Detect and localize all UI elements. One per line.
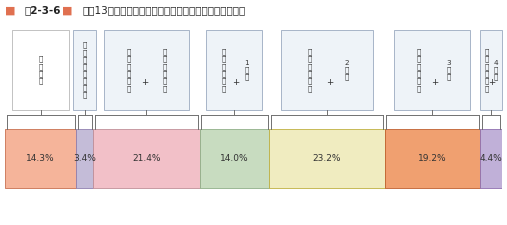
Text: 19.2%: 19.2% — [418, 154, 447, 163]
Text: 1
教
科: 1 教 科 — [244, 60, 249, 80]
Bar — [281, 30, 373, 110]
Bar — [480, 129, 502, 187]
Bar — [269, 129, 384, 187]
Text: セ
ン
タ
ー
試
験: セ ン タ ー 試 験 — [127, 48, 131, 92]
Bar — [394, 30, 470, 110]
Text: セ
ン
タ
ー
試
験: セ ン タ ー 試 験 — [222, 48, 227, 92]
Text: 14.0%: 14.0% — [220, 154, 248, 163]
Text: 平成13年度国公立大学入学者選抜の概要（募集人員別）: 平成13年度国公立大学入学者選抜の概要（募集人員別） — [83, 6, 246, 16]
Text: 特
別
選
抜: 特 別 選 抜 — [39, 56, 43, 84]
Text: 図2-3-6: 図2-3-6 — [24, 6, 61, 16]
Text: セ
ン
タ
ー
試
験: セ ン タ ー 試 験 — [308, 48, 312, 92]
Bar — [76, 129, 93, 187]
Text: セ
ン
タ
ー
試
験
の
み: セ ン タ ー 試 験 の み — [83, 42, 87, 98]
Bar — [104, 30, 189, 110]
Text: ■: ■ — [62, 6, 73, 16]
Bar — [93, 129, 200, 187]
Text: +: + — [326, 78, 333, 87]
Bar — [5, 129, 76, 187]
Bar — [384, 129, 480, 187]
Bar — [74, 30, 96, 110]
Text: 3.4%: 3.4% — [73, 154, 96, 163]
Text: ■: ■ — [5, 6, 16, 16]
Bar — [12, 30, 69, 110]
Text: 14.3%: 14.3% — [26, 154, 55, 163]
Text: 2
教
科: 2 教 科 — [345, 60, 349, 80]
Bar — [480, 30, 502, 110]
Text: 4.4%: 4.4% — [480, 154, 502, 163]
Text: +: + — [431, 78, 438, 87]
Text: 21.4%: 21.4% — [132, 154, 161, 163]
Text: +: + — [488, 78, 495, 87]
Text: 面
接
・
小
論
文: 面 接 ・ 小 論 文 — [163, 48, 167, 92]
Text: セ
ン
タ
ー
試
験: セ ン タ ー 試 験 — [416, 48, 421, 92]
Text: 4
教
科: 4 教 科 — [494, 60, 498, 80]
Bar — [200, 129, 269, 187]
Text: 23.2%: 23.2% — [313, 154, 341, 163]
Text: 3
教
科: 3 教 科 — [447, 60, 451, 80]
Bar — [206, 30, 262, 110]
Text: +: + — [141, 78, 148, 87]
Text: セ
ン
タ
ー
試
験: セ ン タ ー 試 験 — [485, 48, 489, 92]
Text: +: + — [232, 78, 240, 87]
